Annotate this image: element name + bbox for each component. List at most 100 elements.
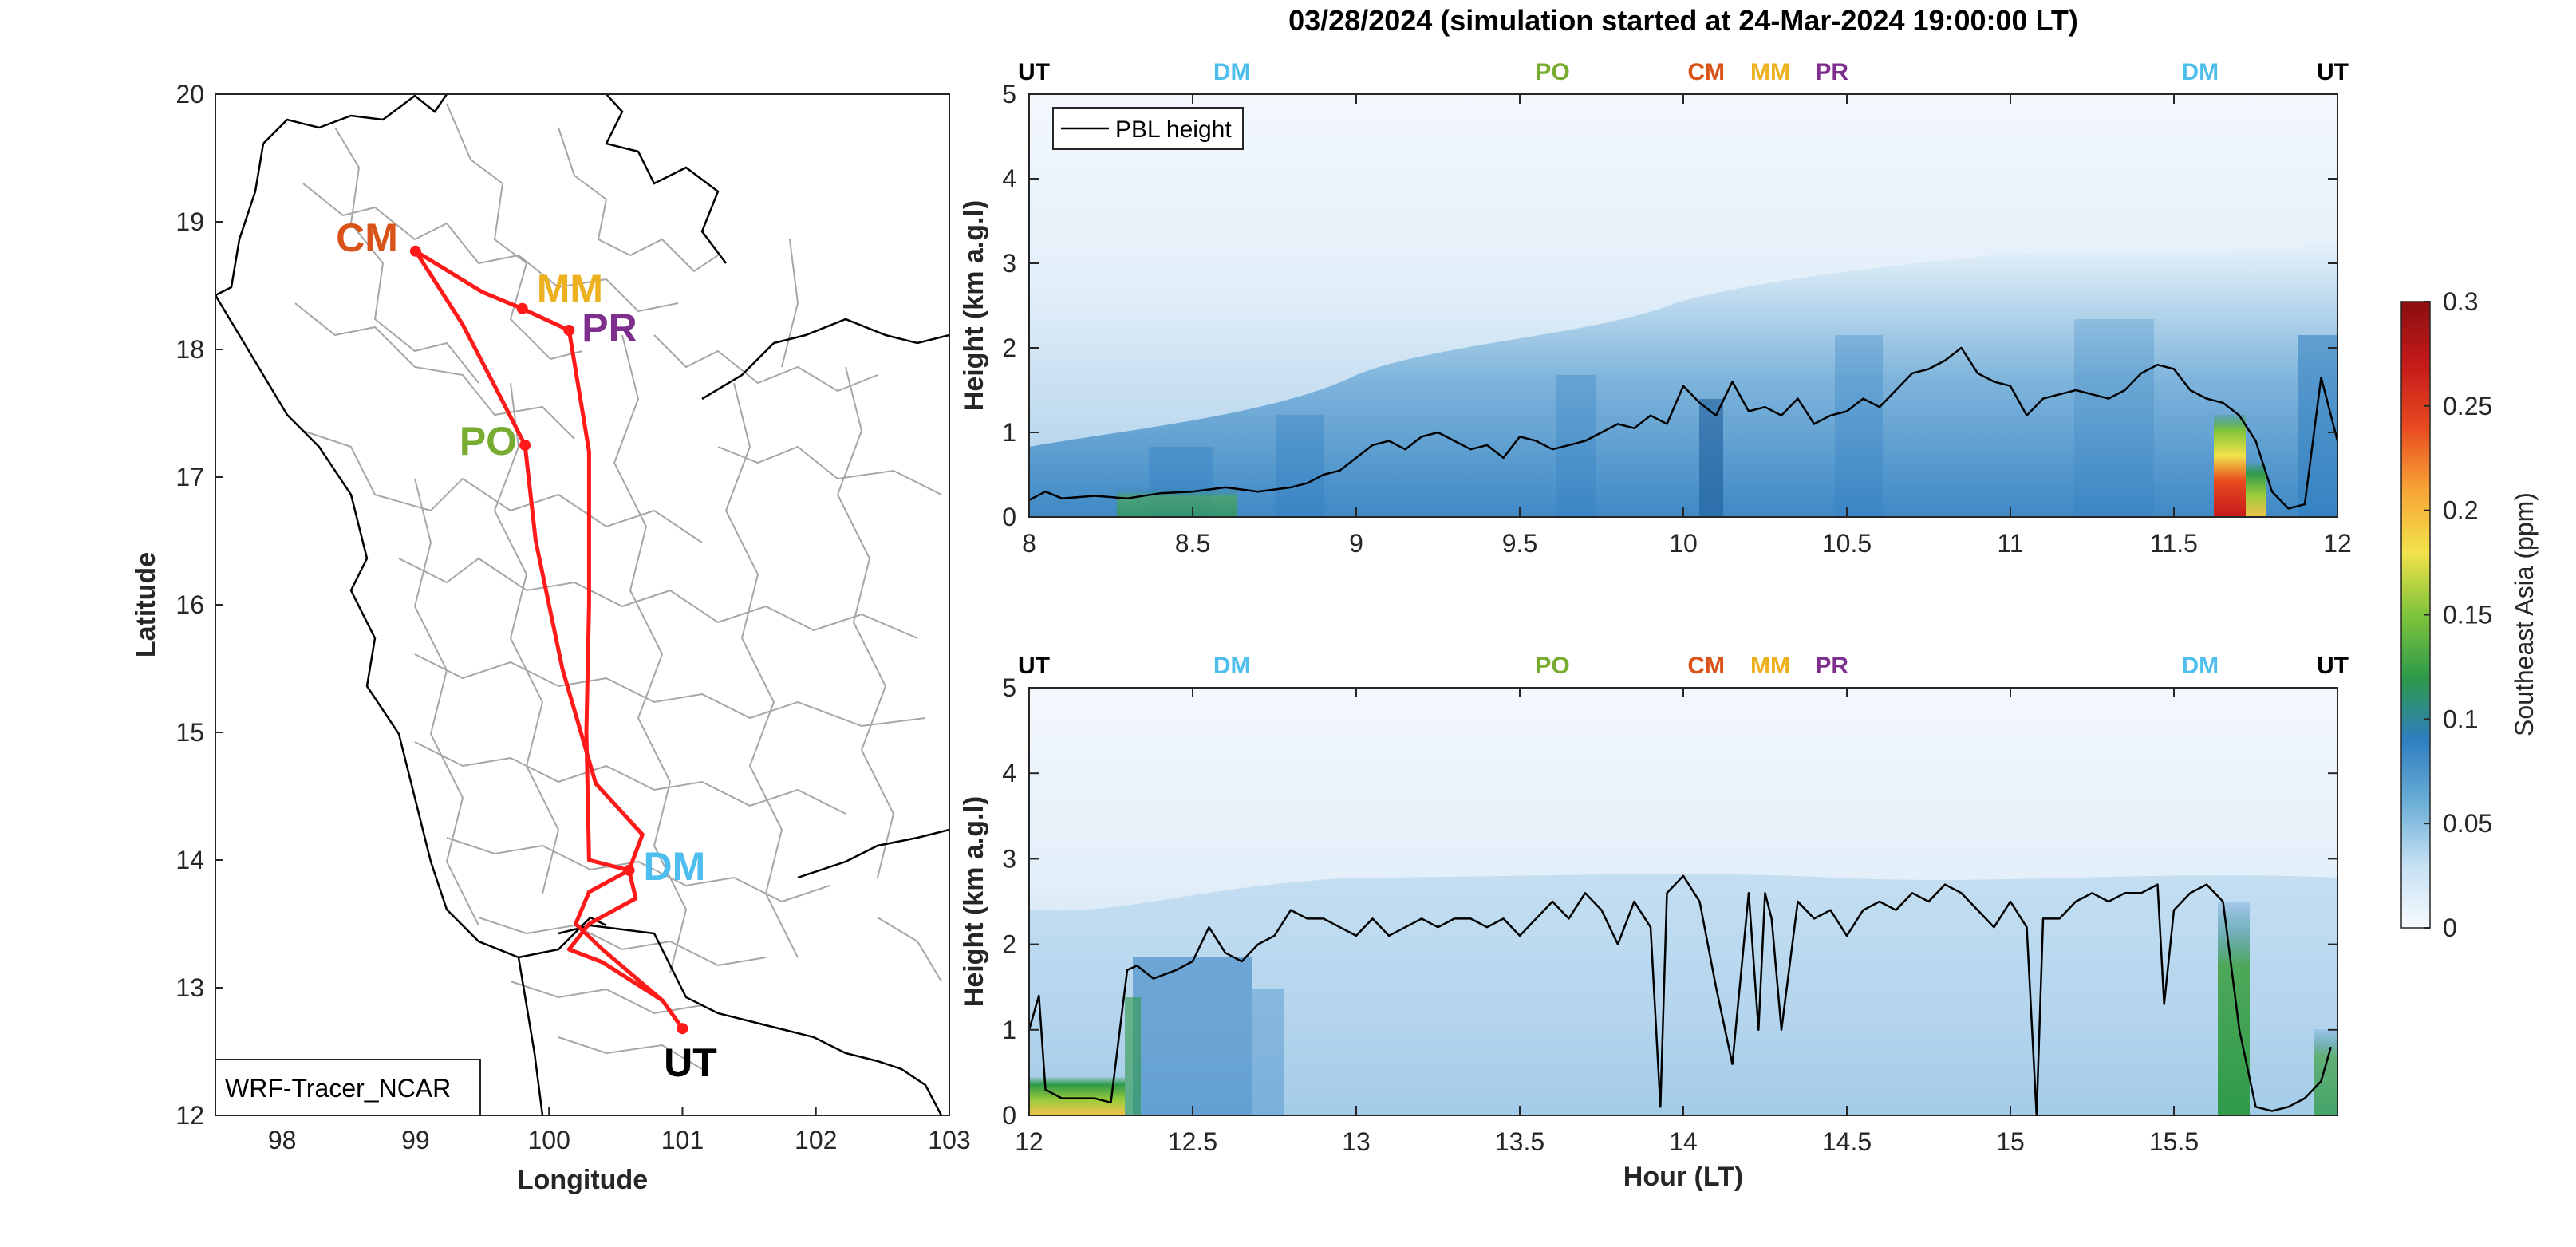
lower-xticks: 12 12.5 13 13.5 14 14.5 15 15.5 [1015,688,2199,1156]
flight-track [413,249,684,1030]
colorbar-tick-label: 0.1 [2443,704,2478,733]
colorbar-ticks: 0 0.05 0.1 0.15 0.2 0.25 0.3 [2424,287,2492,942]
site-marker-dm: DM [2181,59,2219,85]
map-xtick-label: 99 [401,1126,430,1154]
lower-site-markers: UT DM PO CM MM PR DM UT [1018,653,2349,679]
map-xlabel: Longitude [517,1165,648,1195]
map-ytick-label: 15 [176,718,204,747]
upper-legend: PBL height [1052,107,1244,150]
map-axes-box [215,93,950,1116]
site-marker-po: PO [1535,653,1569,679]
model-label: WRF-Tracer_NCAR [225,1074,451,1103]
map-ytick-label: 19 [176,207,204,236]
ytick-label: 2 [1002,333,1016,362]
colorbar: 0 0.05 0.1 0.15 0.2 0.25 0.3 Southeast Asia (p… [2400,287,2539,942]
ytick-label: 3 [1002,844,1016,873]
colorbar-tick-label: 0.05 [2443,809,2492,838]
site-marker-pr: PR [1815,653,1848,679]
ytick-label: 4 [1002,164,1016,193]
site-marker-dm: DM [1213,653,1251,679]
colorbar-tick-label: 0.15 [2443,601,2492,629]
map-ytick-label: 18 [176,335,204,364]
map-xtick-label: 102 [795,1126,837,1154]
map-ytick-label: 14 [176,846,204,874]
site-marker-dm: DM [2181,653,2219,679]
curtain-plot-lower: 1 2 12.5 13 13.5 14 14.5 15 15.5 0 1 2 3 4 5 UT DM PO CM… [959,653,2349,1192]
xtick-label: 15.5 [2149,1127,2199,1156]
map-xtick-label: 98 [268,1126,297,1154]
site-label-dm: DM [644,844,706,889]
lower-heatmap-field [1029,688,2337,1115]
map-ytick-label: 13 [176,973,204,1002]
xtick-label: 12.5 [1168,1127,1217,1156]
site-marker-dm [623,864,635,876]
map-xtick-label: 101 [661,1126,704,1154]
map-ytick-label: 17 [176,463,204,491]
lower-yticks: 0 1 2 3 4 5 [1002,673,2337,1130]
site-marker-mm [516,302,528,314]
lower-ylabel: Height (km a.g.l) [959,796,989,1007]
xtick-label: 9 [1349,529,1363,558]
colorbar-tick-label: 0.2 [2443,496,2478,525]
ytick-label: 5 [1002,673,1016,702]
coastline-and-national-borders [215,94,949,1115]
map-xtick-label: 100 [527,1126,570,1154]
lower-xlabel: Hour (LT) [1623,1162,1743,1192]
map-xtick-label: 103 [928,1126,970,1154]
map-yticks: 12 13 14 15 16 17 18 19 20 [176,80,223,1130]
ytick-label: 0 [1002,1101,1016,1130]
upper-pbl-line [1029,346,2337,510]
colorbar-tick-label: 0.3 [2443,287,2478,316]
site-marker-po [519,440,531,451]
map-ytick-label: 16 [176,590,204,619]
xtick-label: 14 [1669,1127,1698,1156]
xtick-label: 11.5 [2150,529,2198,558]
site-marker-pr: PR [1815,59,1848,85]
site-marker-ut: UT [2317,59,2349,85]
site-marker-ut: UT [2317,653,2349,679]
pbl-height-line [1029,874,2333,1115]
site-marker-dm: DM [1213,59,1251,85]
xtick-label: 8.5 [1175,529,1210,558]
xtick-label: 13 [1342,1127,1371,1156]
legend-label: PBL height [1115,116,1232,143]
site-label-ut: UT [664,1040,717,1085]
xtick-label: 13.5 [1495,1127,1544,1156]
site-marker-ut: UT [1018,653,1050,679]
ytick-label: 3 [1002,249,1016,278]
site-marker-pr [563,325,575,336]
upper-site-markers: UT DM PO CM MM PR DM UT [1018,59,2349,85]
site-marker-po: PO [1535,59,1569,85]
pbl-height-line [1029,346,2337,510]
xtick-label: 12 [2323,529,2352,558]
site-marker-cm: CM [1687,653,1725,679]
upper-yticks: 0 1 2 3 4 5 [1002,80,2337,531]
site-marker-cm [409,245,421,257]
site-label-cm: CM [336,215,398,260]
figure-title: 03/28/2024 (simulation started at 24-Mar… [1288,4,2078,37]
map-ylabel: Latitude [131,552,161,657]
site-marker-cm: CM [1687,59,1725,85]
ytick-label: 1 [1002,1016,1016,1044]
site-label-pr: PR [582,306,637,350]
xtick-label: 10.5 [1822,529,1872,558]
ytick-label: 0 [1002,503,1016,531]
site-marker-ut: UT [1018,59,1050,85]
ytick-label: 4 [1002,759,1016,787]
ytick-label: 2 [1002,930,1016,959]
colorbar-label: Southeast Asia (ppm) [2510,492,2539,736]
xtick-label: 15 [1996,1127,2025,1156]
xtick-label: 8 [1022,529,1036,558]
upper-heatmap-field [1029,94,2337,517]
xtick-label: 10 [1669,529,1698,558]
map-ytick-label: 12 [176,1101,204,1130]
lower-pbl-line [1029,874,2333,1115]
xtick-label: 14.5 [1822,1127,1872,1156]
model-label-box: WRF-Tracer_NCAR [215,1059,481,1116]
map-ytick-label: 20 [176,80,204,109]
colorbar-tick-label: 0 [2443,914,2457,942]
map-xticks: 98 99 100 101 102 103 [268,1107,971,1154]
